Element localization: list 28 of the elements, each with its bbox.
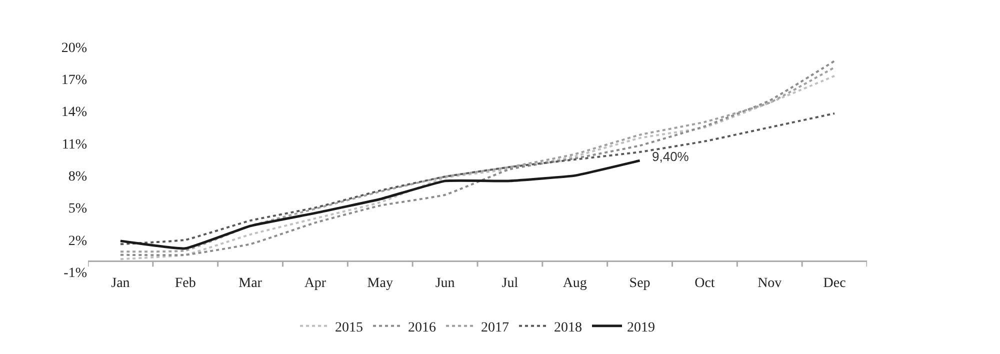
x-tick-label: Aug (562, 276, 587, 291)
x-tick-label: Dec (823, 276, 846, 291)
y-tick-label: 17% (61, 73, 88, 88)
y-tick-label: -1% (64, 266, 88, 281)
legend-label: 2017 (481, 320, 509, 336)
y-tick-label: 11% (62, 137, 88, 152)
y-tick-label: 2% (68, 234, 88, 249)
line-series (119, 159, 642, 250)
y-tick-label: 14% (61, 105, 88, 120)
x-tick-label: Feb (174, 276, 196, 291)
x-tick-label: Jul (502, 276, 518, 291)
x-tick-label: Sep (629, 276, 650, 291)
legend-label: 2016 (408, 320, 436, 336)
x-tick-label: Jan (111, 276, 130, 291)
y-tick-label: 20% (61, 40, 88, 56)
y-tick-label: 8% (68, 169, 88, 184)
x-tick-label: Apr (304, 276, 326, 291)
legend-label: 2018 (554, 320, 582, 336)
x-tick-label: Mar (238, 276, 262, 291)
annotation: 9,40% (652, 149, 690, 164)
legend-label: 2015 (335, 320, 363, 336)
legend-label: 2019 (627, 320, 655, 336)
line-series (119, 112, 836, 246)
x-tick-label: May (367, 276, 393, 291)
x-tick-label: Nov (758, 276, 782, 291)
x-tick-label: Jun (435, 276, 455, 291)
x-tick-label: Oct (694, 276, 715, 291)
y-tick-label: 5% (68, 202, 88, 217)
